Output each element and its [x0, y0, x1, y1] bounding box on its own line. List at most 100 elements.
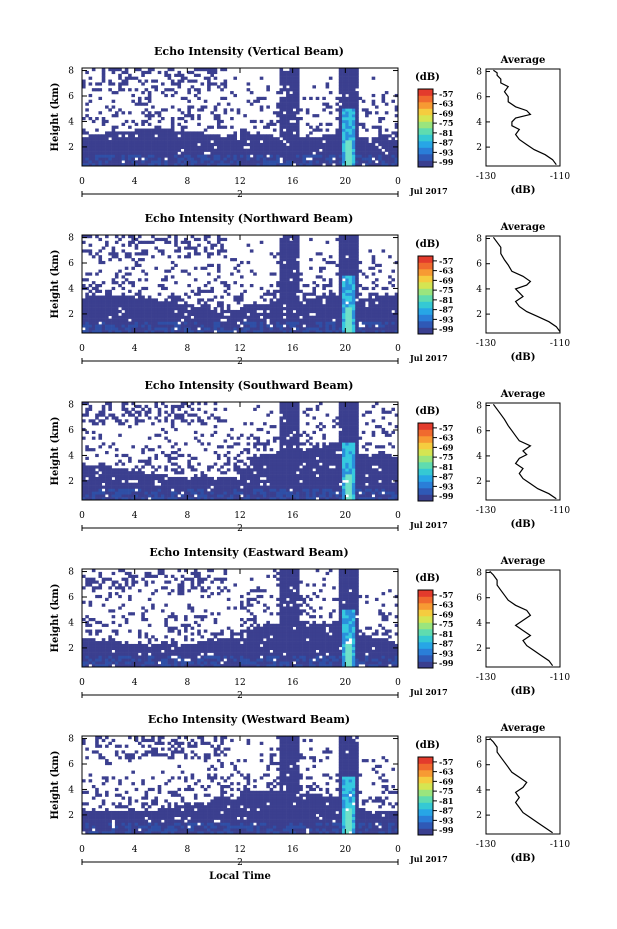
heatmap-cell — [328, 456, 333, 460]
heatmap-cell — [151, 134, 155, 138]
heatmap-cell — [213, 327, 218, 331]
heatmap-cell — [289, 419, 293, 423]
heatmap-cell — [141, 140, 145, 144]
heatmap-cell — [325, 122, 330, 126]
heatmap-cell — [292, 272, 297, 276]
heatmap-cell — [276, 140, 280, 144]
heatmap-cell — [197, 134, 201, 138]
heatmap-cell — [134, 330, 139, 334]
heatmap-cell — [328, 148, 333, 152]
heatmap-cell — [220, 497, 224, 501]
heatmap-cell — [154, 404, 159, 409]
colorbar-frame — [417, 255, 434, 335]
heatmap-cell — [338, 68, 343, 72]
heatmap-cell — [266, 462, 270, 466]
heatmap-cell — [131, 148, 135, 152]
heatmap-cell — [240, 298, 244, 302]
heatmap-cell — [305, 451, 310, 455]
heatmap-cell — [351, 266, 356, 270]
heatmap-cell — [286, 105, 290, 109]
heatmap-cell — [292, 148, 297, 152]
heatmap-cell — [342, 131, 346, 135]
heatmap-cell — [240, 476, 244, 481]
heatmap-cell — [164, 108, 168, 112]
heatmap-cell — [144, 119, 149, 124]
heatmap-cell — [151, 160, 155, 164]
heatmap-cell — [259, 307, 264, 311]
heatmap-cell — [292, 260, 297, 265]
heatmap-cell — [338, 85, 343, 89]
heatmap-cell — [151, 312, 155, 317]
heatmap-cell — [279, 471, 284, 475]
heatmap-cell — [286, 425, 290, 429]
panel-title: Echo Intensity (Southward Beam) — [145, 379, 354, 392]
heatmap-cell — [134, 68, 139, 72]
heatmap-cell — [88, 243, 93, 247]
heatmap-cell — [332, 479, 336, 484]
heatmap-cell — [147, 91, 152, 95]
heatmap-cell — [147, 111, 152, 115]
heatmap-cell — [216, 324, 221, 328]
heatmap-cell — [332, 488, 336, 492]
heatmap-cell — [302, 151, 307, 155]
heatmap-cell — [345, 82, 349, 86]
heatmap-cell — [292, 151, 297, 155]
heatmap-cell — [315, 318, 320, 322]
heatmap-cell — [319, 330, 323, 334]
heatmap-cell — [170, 160, 175, 164]
heatmap-cell — [207, 442, 211, 446]
heatmap-cell — [286, 488, 290, 492]
heatmap-cell — [292, 154, 297, 158]
heatmap-cell — [253, 318, 257, 322]
heatmap-cell — [381, 318, 386, 322]
heatmap-cell — [325, 451, 330, 455]
heatmap-cell — [154, 237, 159, 242]
heatmap-cell — [378, 148, 382, 152]
heatmap-cell — [147, 148, 152, 152]
heatmap-cell — [289, 128, 293, 132]
heatmap-cell — [180, 468, 185, 472]
heatmap-cell — [180, 140, 185, 144]
heatmap-cell — [177, 160, 182, 164]
heatmap-cell — [351, 154, 356, 158]
heatmap-cell — [315, 476, 320, 481]
heatmap-cell — [299, 160, 303, 164]
heatmap-cell — [345, 235, 349, 239]
heatmap-cell — [246, 436, 251, 440]
heatmap-cell — [111, 321, 116, 325]
heatmap-cell — [292, 246, 297, 250]
heatmap-cell — [85, 102, 89, 106]
heatmap-cell — [223, 309, 228, 314]
heatmap-cell — [144, 404, 149, 409]
heatmap-cell — [368, 295, 372, 299]
heatmap-cell — [243, 479, 247, 484]
heatmap-cell — [256, 321, 261, 325]
heatmap-cell — [253, 324, 257, 328]
heatmap-cell — [365, 140, 369, 144]
colorbar-swatch — [418, 134, 433, 142]
heatmap-cell — [289, 425, 293, 429]
heatmap-cell — [351, 278, 356, 282]
heatmap-cell — [134, 410, 139, 414]
heatmap-cell — [111, 154, 116, 158]
heatmap-cell — [170, 117, 175, 121]
heatmap-cell — [279, 96, 284, 101]
heatmap-cell — [190, 140, 195, 144]
heatmap-cell — [141, 91, 145, 95]
heatmap-cell — [299, 157, 303, 161]
heatmap-cell — [305, 330, 310, 334]
heatmap-cell — [134, 243, 139, 247]
heatmap-cell — [305, 284, 310, 288]
heatmap-cell — [223, 154, 228, 158]
heatmap-cell — [151, 255, 155, 259]
heatmap-cell — [240, 284, 244, 288]
heatmap-cell — [282, 456, 287, 460]
heatmap-cell — [240, 145, 244, 150]
heatmap-cell — [184, 410, 188, 414]
heatmap-cell — [88, 485, 93, 489]
heatmap-cell — [226, 485, 231, 489]
heatmap-cell — [325, 301, 330, 305]
heatmap-cell — [95, 315, 99, 319]
heatmap-cell — [299, 108, 303, 112]
heatmap-cell — [164, 404, 168, 409]
